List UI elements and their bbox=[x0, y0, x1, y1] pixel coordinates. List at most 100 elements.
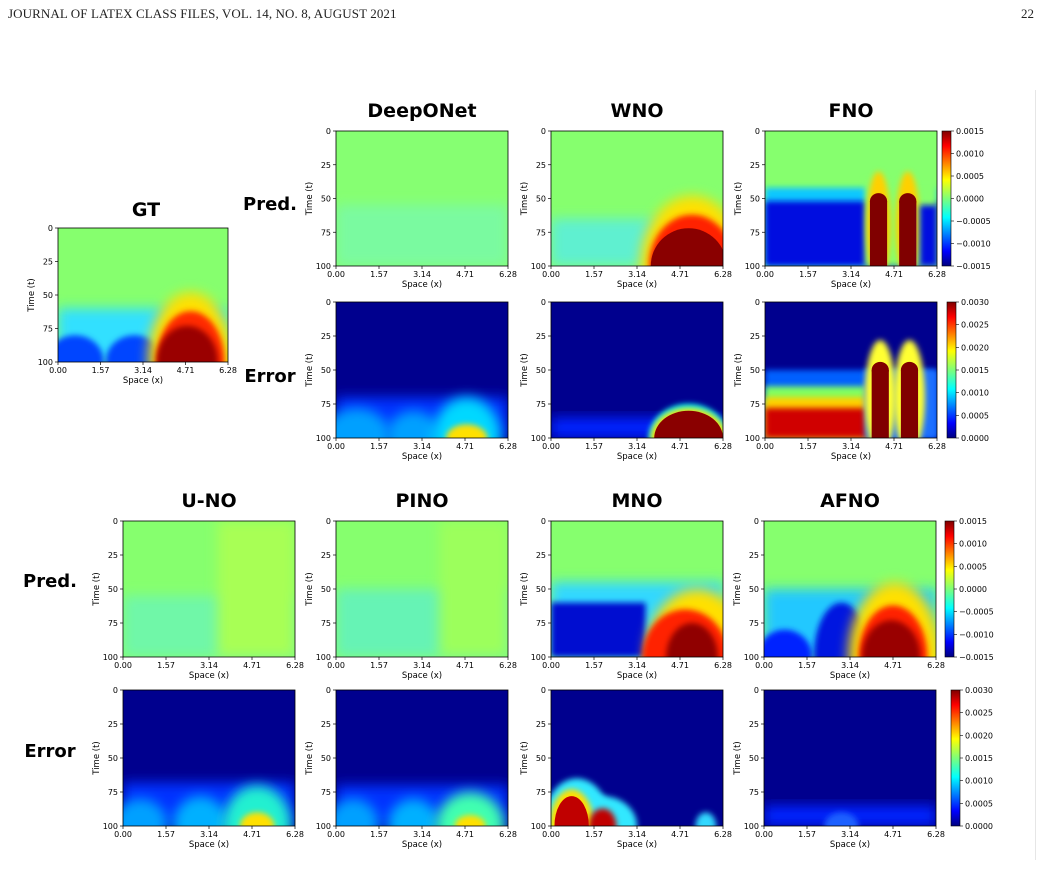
ytick-label: 0 bbox=[48, 224, 53, 233]
gt-panel-heatmap bbox=[58, 228, 228, 362]
ytick-label: 100 bbox=[316, 653, 331, 662]
bottom-pred-1-heatmap bbox=[336, 521, 508, 657]
ytick-label: 50 bbox=[321, 195, 331, 204]
ytick-label: 0 bbox=[754, 517, 759, 526]
x-axis-label: Space (x) bbox=[831, 452, 871, 462]
xtick-label: 4.71 bbox=[177, 366, 195, 375]
colorbar-label: 0.0010 bbox=[956, 150, 984, 159]
xtick-label: 4.71 bbox=[671, 661, 689, 670]
y-axis-label: Time (t) bbox=[734, 182, 744, 216]
gt-title: GT bbox=[132, 199, 160, 221]
bottom-model-title: MNO bbox=[612, 490, 663, 512]
colorbar-label: −0.0005 bbox=[956, 217, 991, 226]
xtick-label: 4.71 bbox=[456, 442, 474, 451]
bottom-model-title: PINO bbox=[395, 490, 448, 512]
ytick-label: 50 bbox=[750, 366, 760, 375]
colorbar-label: 0.0010 bbox=[959, 540, 987, 549]
ytick-label: 0 bbox=[754, 686, 759, 695]
ytick-label: 50 bbox=[536, 585, 546, 594]
ytick-label: 100 bbox=[103, 822, 118, 831]
xtick-label: 4.71 bbox=[884, 830, 902, 839]
xtick-label: 4.71 bbox=[885, 270, 903, 279]
ytick-label: 0 bbox=[541, 298, 546, 307]
y-axis-label: Time (t) bbox=[305, 182, 315, 216]
x-axis-label: Space (x) bbox=[189, 840, 229, 850]
xtick-label: 4.71 bbox=[456, 270, 474, 279]
ytick-label: 75 bbox=[749, 788, 759, 797]
y-axis-label: Time (t) bbox=[520, 572, 530, 606]
xtick-label: 0.00 bbox=[755, 830, 773, 839]
ytick-label: 0 bbox=[326, 517, 331, 526]
xtick-label: 1.57 bbox=[370, 661, 388, 670]
bottom-error-0-heatmap bbox=[123, 690, 295, 826]
y-axis-label: Time (t) bbox=[520, 182, 530, 216]
xtick-label: 3.14 bbox=[413, 830, 431, 839]
ytick-label: 25 bbox=[536, 161, 546, 170]
xtick-label: 6.28 bbox=[928, 442, 946, 451]
ytick-label: 0 bbox=[541, 517, 546, 526]
xtick-label: 1.57 bbox=[157, 661, 175, 670]
xtick-label: 3.14 bbox=[413, 442, 431, 451]
ytick-label: 100 bbox=[103, 653, 118, 662]
xtick-label: 3.14 bbox=[842, 442, 860, 451]
xtick-label: 1.57 bbox=[585, 830, 603, 839]
colorbar-label: 0.0015 bbox=[961, 366, 989, 375]
ytick-label: 50 bbox=[108, 585, 118, 594]
ytick-label: 75 bbox=[321, 788, 331, 797]
colorbar-label: −0.0015 bbox=[956, 262, 991, 271]
bottom-pred-0-heatmap bbox=[123, 521, 295, 657]
xtick-label: 0.00 bbox=[756, 270, 774, 279]
ytick-label: 25 bbox=[108, 720, 118, 729]
ytick-label: 0 bbox=[113, 517, 118, 526]
x-axis-label: Space (x) bbox=[402, 280, 442, 290]
ytick-label: 75 bbox=[536, 619, 546, 628]
xtick-label: 6.28 bbox=[714, 270, 732, 279]
xtick-label: 4.71 bbox=[671, 442, 689, 451]
journal-header: JOURNAL OF LATEX CLASS FILES, VOL. 14, N… bbox=[8, 6, 397, 21]
xtick-label: 3.14 bbox=[200, 830, 218, 839]
x-axis-label: Space (x) bbox=[189, 671, 229, 681]
colorbar-label: −0.0015 bbox=[959, 653, 994, 662]
xtick-label: 4.71 bbox=[456, 830, 474, 839]
colorbar-label: −0.0010 bbox=[956, 240, 991, 249]
ytick-label: 25 bbox=[536, 551, 546, 560]
ytick-label: 25 bbox=[536, 720, 546, 729]
x-axis-label: Space (x) bbox=[830, 671, 870, 681]
top-error-colorbar: 0.0030 0.0025 0.0020 0.0015 0.0010 0.0005 0.00… bbox=[946, 298, 989, 443]
ytick-label: 0 bbox=[326, 298, 331, 307]
xtick-label: 0.00 bbox=[114, 830, 132, 839]
xtick-label: 6.28 bbox=[714, 442, 732, 451]
y-axis-label: Time (t) bbox=[27, 278, 37, 312]
bottom-error-row-label: Error bbox=[24, 741, 75, 762]
colorbar-label: 0.0005 bbox=[961, 411, 989, 420]
xtick-label: 3.14 bbox=[413, 270, 431, 279]
colorbar-label: 0.0025 bbox=[961, 321, 989, 330]
colorbar-label: 0.0030 bbox=[965, 686, 993, 695]
xtick-label: 3.14 bbox=[841, 830, 859, 839]
ytick-label: 100 bbox=[531, 434, 546, 443]
xtick-label: 1.57 bbox=[370, 830, 388, 839]
colorbar-label: 0.0010 bbox=[965, 777, 993, 786]
ytick-label: 75 bbox=[536, 788, 546, 797]
xtick-label: 0.00 bbox=[542, 442, 560, 451]
x-axis-label: Space (x) bbox=[402, 840, 442, 850]
x-axis-label: Space (x) bbox=[617, 840, 657, 850]
x-axis-label: Space (x) bbox=[123, 376, 163, 386]
page-number: 22 bbox=[1021, 6, 1034, 21]
xtick-label: 3.14 bbox=[200, 661, 218, 670]
top-error-0-heatmap bbox=[336, 302, 508, 438]
xtick-label: 4.71 bbox=[884, 661, 902, 670]
colorbar-label: 0.0025 bbox=[965, 709, 993, 718]
colorbar-label: 0.0005 bbox=[965, 799, 993, 808]
ytick-label: 75 bbox=[108, 619, 118, 628]
ytick-label: 0 bbox=[541, 686, 546, 695]
ytick-label: 50 bbox=[536, 754, 546, 763]
